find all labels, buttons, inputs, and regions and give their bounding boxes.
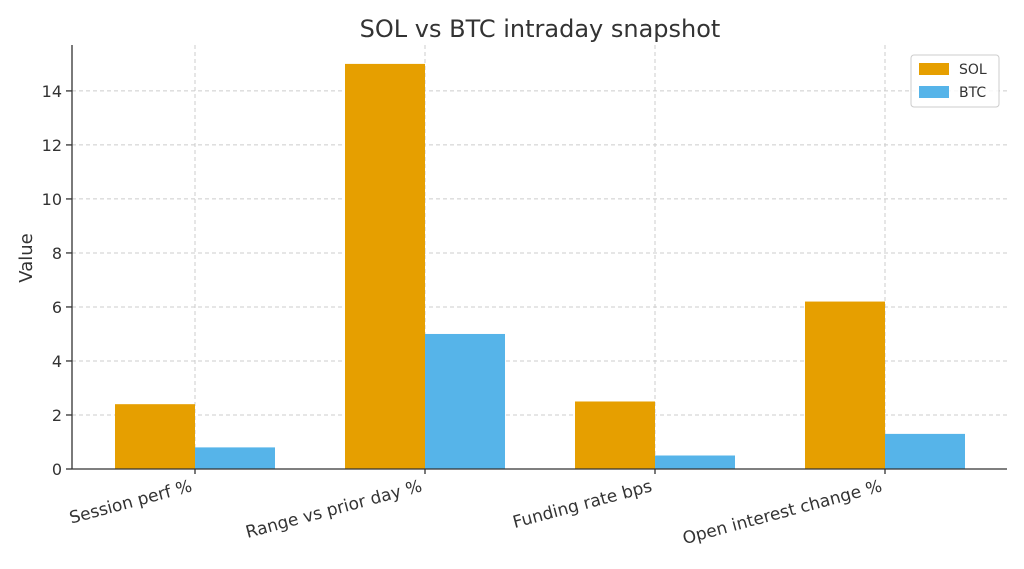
bar-sol-2 bbox=[575, 401, 655, 469]
x-tick-label: Session perf % bbox=[67, 477, 194, 529]
bar-btc-1 bbox=[425, 333, 505, 469]
bar-sol-1 bbox=[345, 63, 425, 470]
x-tick-label: Open interest change % bbox=[681, 477, 885, 550]
bar-btc-3 bbox=[885, 433, 965, 469]
y-tick-label: 6 bbox=[52, 298, 62, 317]
bar-btc-0 bbox=[195, 447, 275, 469]
axes bbox=[66, 45, 1007, 474]
x-tick-label: Range vs prior day % bbox=[244, 477, 425, 543]
legend-label-sol: SOL bbox=[959, 62, 987, 78]
bar-sol-3 bbox=[805, 301, 885, 469]
bar-sol-0 bbox=[115, 404, 195, 469]
legend-swatch-sol bbox=[919, 63, 949, 75]
y-tick-label: 8 bbox=[52, 244, 62, 263]
y-tick-label: 2 bbox=[52, 406, 62, 425]
y-tick-label: 4 bbox=[52, 352, 62, 371]
y-axis-label: Value bbox=[16, 233, 37, 282]
legend: SOL BTC bbox=[910, 54, 1000, 108]
chart-title: SOL vs BTC intraday snapshot bbox=[360, 15, 721, 43]
legend-label-btc: BTC bbox=[959, 85, 986, 101]
tick-labels: 0 2 4 6 8 10 12 14 Session perf % Range vs prior … bbox=[42, 82, 885, 549]
bars bbox=[115, 63, 965, 470]
y-tick-label: 14 bbox=[42, 82, 62, 101]
y-tick-label: 10 bbox=[42, 190, 62, 209]
bar-btc-2 bbox=[655, 455, 735, 469]
y-tick-label: 0 bbox=[52, 460, 62, 479]
x-tick-label: Funding rate bps bbox=[511, 476, 655, 532]
y-tick-label: 12 bbox=[42, 136, 62, 155]
legend-swatch-btc bbox=[919, 86, 949, 98]
